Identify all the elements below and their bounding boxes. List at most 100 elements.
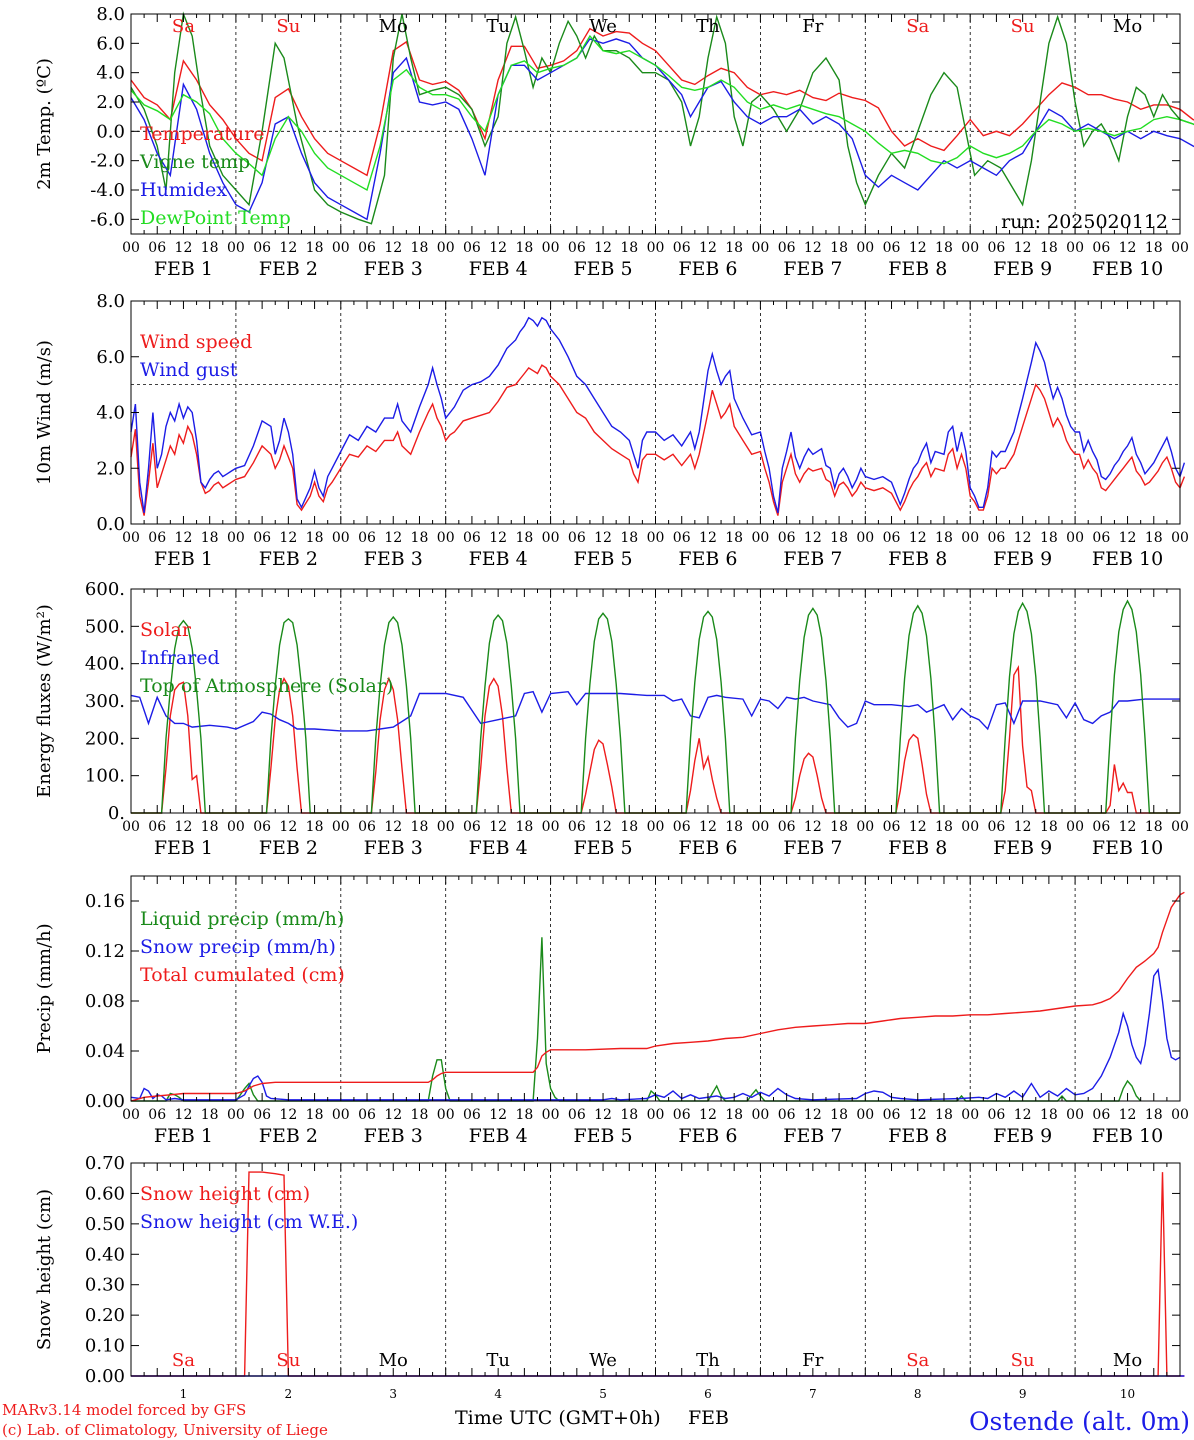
date-label: FEB 5	[573, 548, 632, 570]
hour-label: 12	[594, 240, 612, 256]
date-label: FEB 1	[154, 1125, 213, 1147]
y-tick-label: 600.	[85, 579, 125, 600]
hour-label: 12	[384, 819, 402, 835]
grid-layer	[131, 14, 1180, 1376]
y-tick-label: 200.	[85, 728, 125, 749]
y-tick-label: 0.70	[85, 1153, 125, 1174]
station-label: Ostende (alt. 0m)	[969, 1407, 1190, 1436]
hour-label: 00	[542, 240, 560, 256]
day-name: Su	[1011, 1350, 1035, 1371]
hour-label: 06	[148, 1107, 166, 1123]
hour-label: 06	[148, 240, 166, 256]
date-label: FEB 8	[888, 837, 947, 859]
hour-label: 06	[673, 819, 691, 835]
date-label: FEB 8	[888, 1125, 947, 1147]
hour-label: 18	[1145, 819, 1163, 835]
hour-label: 18	[620, 240, 638, 256]
series-line-total-cumulated-cm-	[130, 891, 1185, 1102]
date-label: FEB 4	[469, 258, 528, 280]
hour-label: 18	[201, 530, 219, 546]
credit-line-2: (c) Lab. of Climatology, University of L…	[2, 1421, 328, 1439]
hour-label: 00	[437, 530, 455, 546]
day-name: Su	[276, 16, 300, 37]
series-layer	[130, 11, 1194, 1377]
hour-label: 06	[778, 1107, 796, 1123]
hour-label: 18	[306, 240, 324, 256]
date-label: FEB 9	[993, 548, 1052, 570]
hour-label: 00	[437, 1107, 455, 1123]
y-tick-label: 0.16	[85, 891, 125, 912]
y-tick-label: 8.0	[96, 4, 125, 25]
hour-label: 12	[804, 240, 822, 256]
day-name: Mo	[379, 1350, 408, 1371]
legend-entry: Top of Atmosphere (Solar)	[140, 675, 393, 697]
hour-label: 06	[253, 240, 271, 256]
hour-label: 18	[201, 1107, 219, 1123]
hour-label: 12	[699, 819, 717, 835]
hour-label: 12	[594, 1107, 612, 1123]
y-tick-label: -6.0	[90, 209, 125, 230]
hour-label: 00	[542, 819, 560, 835]
hour-label: 00	[437, 240, 455, 256]
hour-label: 18	[935, 240, 953, 256]
hour-label: 12	[279, 1107, 297, 1123]
hour-label: 18	[1040, 530, 1058, 546]
hour-label: 00	[751, 1107, 769, 1123]
y-axis-title: 10m Wind (m/s)	[34, 340, 55, 485]
hour-label: 06	[1092, 819, 1110, 835]
hour-label: 00	[332, 240, 350, 256]
legend-entry: DewPoint Temp	[140, 207, 291, 229]
hour-label: 06	[253, 819, 271, 835]
hour-label: 18	[1040, 240, 1058, 256]
hour-label: 18	[620, 819, 638, 835]
hour-label: 18	[515, 240, 533, 256]
hour-label: 06	[568, 1107, 586, 1123]
y-tick-label: 2.0	[96, 458, 125, 479]
hour-label: 18	[515, 819, 533, 835]
date-label: FEB 2	[259, 258, 318, 280]
y-tick-label: 0.08	[85, 991, 125, 1012]
hour-label: 00	[122, 530, 140, 546]
date-label: FEB 9	[993, 258, 1052, 280]
hour-label: 00	[122, 1107, 140, 1123]
hour-label: 12	[1014, 530, 1032, 546]
y-tick-label: 0.20	[85, 1305, 125, 1326]
hour-label: 12	[909, 819, 927, 835]
y-tick-label: 500.	[85, 616, 125, 637]
hour-label: 12	[279, 240, 297, 256]
hour-label: 12	[175, 1107, 193, 1123]
hour-label: 12	[594, 530, 612, 546]
day-name: Fr	[802, 16, 823, 37]
hour-label: 18	[515, 1107, 533, 1123]
hour-label: 18	[620, 530, 638, 546]
date-label: FEB 10	[1092, 258, 1163, 280]
hour-label: 12	[804, 530, 822, 546]
hour-label: 00	[961, 240, 979, 256]
hour-label: 00	[751, 819, 769, 835]
legend-entry: Wind speed	[140, 331, 252, 353]
hour-label: 18	[201, 819, 219, 835]
hour-label: 00	[332, 1107, 350, 1123]
hour-label: 12	[489, 530, 507, 546]
hour-label: 12	[175, 240, 193, 256]
date-label: FEB 10	[1092, 548, 1163, 570]
hour-label: 18	[935, 819, 953, 835]
hour-label: 00	[856, 819, 874, 835]
legend-entry: Wind gust	[140, 359, 238, 381]
day-number-label: 7	[809, 1387, 817, 1401]
hour-label: 00	[647, 530, 665, 546]
hour-label: 18	[620, 1107, 638, 1123]
hour-label: 00	[1171, 1107, 1189, 1123]
legend-entry: Humidex	[140, 179, 227, 201]
date-label: FEB 6	[678, 258, 737, 280]
hour-label: 06	[463, 530, 481, 546]
hour-label: 18	[830, 240, 848, 256]
time-axis-label: Time UTC (GMT+0h)	[455, 1407, 661, 1429]
y-tick-label: 0.04	[85, 1041, 125, 1062]
hour-label: 06	[568, 819, 586, 835]
series-line-snow-precip-mm-h-	[130, 967, 1181, 1101]
credit-line-1: MARv3.14 model forced by GFS	[2, 1401, 246, 1419]
hour-label: 12	[804, 1107, 822, 1123]
y-tick-label: 4.0	[96, 403, 125, 424]
